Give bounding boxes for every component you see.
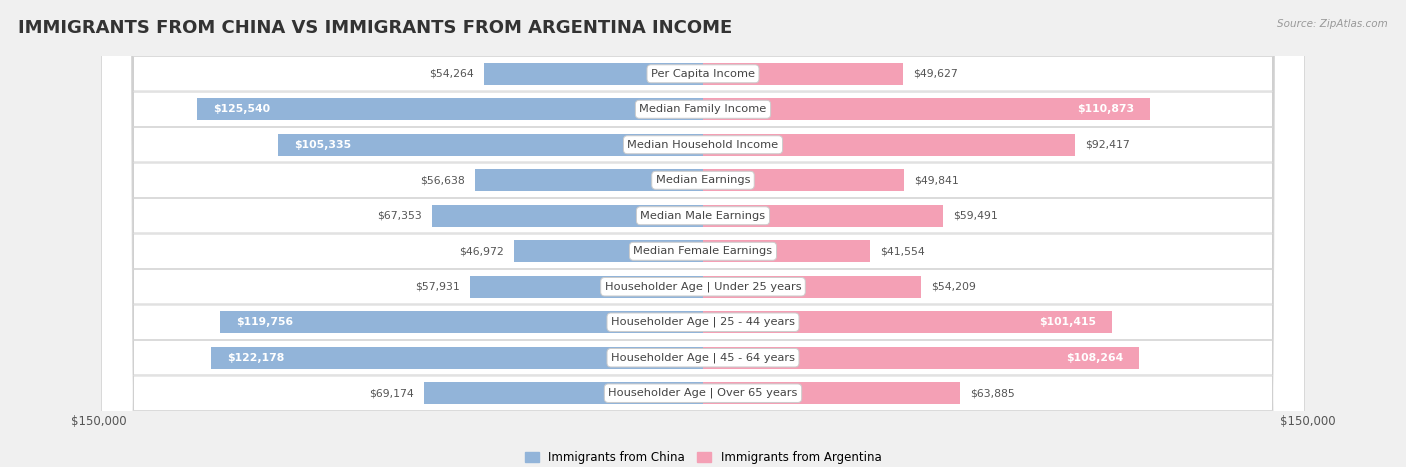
Text: Source: ZipAtlas.com: Source: ZipAtlas.com [1277,19,1388,28]
Text: $110,873: $110,873 [1077,104,1133,114]
Bar [703,347,1139,369]
FancyBboxPatch shape [101,0,1305,467]
Text: $122,178: $122,178 [226,353,284,363]
Text: Median Male Earnings: Median Male Earnings [641,211,765,221]
Text: $56,638: $56,638 [420,175,464,185]
FancyBboxPatch shape [101,0,1305,467]
Text: $46,972: $46,972 [458,246,503,256]
FancyBboxPatch shape [101,0,1305,467]
Text: $63,885: $63,885 [970,388,1015,398]
Bar [703,63,903,85]
FancyBboxPatch shape [101,0,1305,467]
Text: $125,540: $125,540 [214,104,270,114]
Text: Householder Age | Under 25 years: Householder Age | Under 25 years [605,282,801,292]
Bar [221,311,703,333]
Bar [703,276,921,298]
Bar [475,169,703,191]
Bar [703,311,1112,333]
Bar [703,169,904,191]
Text: $54,264: $54,264 [429,69,474,79]
Text: $49,627: $49,627 [912,69,957,79]
Text: $57,931: $57,931 [415,282,460,292]
FancyBboxPatch shape [101,0,1305,467]
Bar [703,382,960,404]
Bar [703,98,1150,120]
Legend: Immigrants from China, Immigrants from Argentina: Immigrants from China, Immigrants from A… [520,446,886,467]
Text: Householder Age | 45 - 64 years: Householder Age | 45 - 64 years [612,353,794,363]
FancyBboxPatch shape [101,0,1305,467]
Text: $92,417: $92,417 [1085,140,1130,150]
Text: $69,174: $69,174 [370,388,415,398]
Text: $105,335: $105,335 [295,140,352,150]
Bar [278,134,703,156]
Bar [703,240,870,262]
Text: Median Female Earnings: Median Female Earnings [634,246,772,256]
FancyBboxPatch shape [101,0,1305,467]
Text: $108,264: $108,264 [1066,353,1123,363]
Bar [432,205,703,227]
Text: $49,841: $49,841 [914,175,959,185]
Bar [703,205,943,227]
Text: Median Earnings: Median Earnings [655,175,751,185]
Text: Median Household Income: Median Household Income [627,140,779,150]
Text: $67,353: $67,353 [377,211,422,221]
Text: $119,756: $119,756 [236,317,294,327]
Bar [703,134,1076,156]
FancyBboxPatch shape [101,0,1305,467]
Text: $54,209: $54,209 [932,282,976,292]
Text: Householder Age | Over 65 years: Householder Age | Over 65 years [609,388,797,398]
FancyBboxPatch shape [101,0,1305,467]
Bar [513,240,703,262]
Text: IMMIGRANTS FROM CHINA VS IMMIGRANTS FROM ARGENTINA INCOME: IMMIGRANTS FROM CHINA VS IMMIGRANTS FROM… [18,19,733,37]
Bar [470,276,703,298]
Text: Median Family Income: Median Family Income [640,104,766,114]
Text: $59,491: $59,491 [953,211,998,221]
Bar [211,347,703,369]
Bar [484,63,703,85]
Text: Per Capita Income: Per Capita Income [651,69,755,79]
Bar [197,98,703,120]
Text: $101,415: $101,415 [1039,317,1095,327]
FancyBboxPatch shape [101,0,1305,467]
Text: $41,554: $41,554 [880,246,925,256]
Bar [425,382,703,404]
Text: Householder Age | 25 - 44 years: Householder Age | 25 - 44 years [612,317,794,327]
